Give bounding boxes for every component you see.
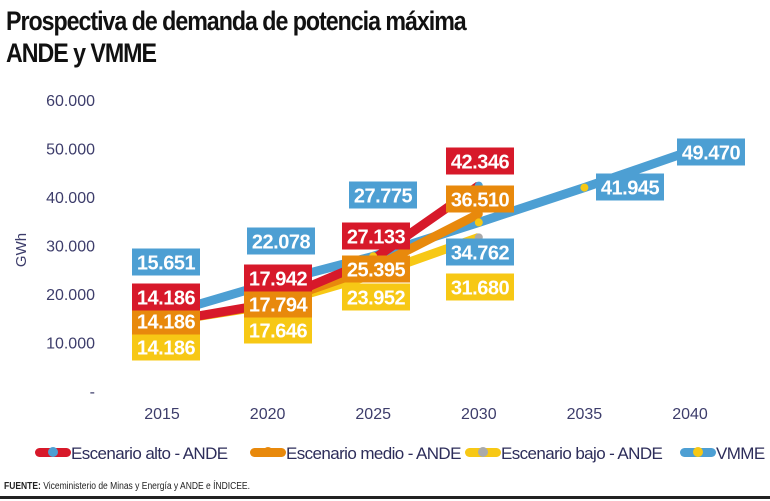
legend-label: Escenario medio - ANDE [286, 444, 461, 463]
data-label-box [446, 185, 514, 213]
legend-label: VMME [716, 444, 765, 463]
data-point-marker [474, 218, 483, 227]
legend-label: Escenario bajo - ANDE [501, 444, 663, 463]
data-label: 14.186 [137, 338, 196, 360]
data-label: 14.186 [137, 288, 196, 310]
data-label: 17.646 [249, 321, 308, 343]
data-label-box [342, 222, 410, 250]
data-label-box [132, 283, 200, 311]
data-label: 27.775 [354, 186, 413, 208]
data-label-box [596, 173, 664, 201]
x-tick-label: 2025 [355, 406, 391, 423]
data-label-box [244, 316, 312, 344]
legend-marker-1 [263, 447, 273, 457]
data-label: 34.762 [451, 243, 510, 265]
data-label: 27.133 [347, 227, 406, 249]
data-label: 41.945 [601, 178, 660, 200]
legend-marker-0 [48, 447, 58, 457]
data-label-box [244, 290, 312, 318]
y-tick-label: 20.000 [46, 287, 95, 304]
source-text: Viceministerio de Minas y Energía y ANDE… [43, 481, 250, 492]
data-label-box [132, 333, 200, 361]
data-label: 36.510 [451, 190, 510, 212]
data-label: 15.651 [137, 253, 196, 275]
data-label: 31.680 [451, 278, 510, 300]
chart-title-line-2: ANDE y VMME [6, 38, 157, 68]
data-label-box [446, 273, 514, 301]
data-label-box [342, 255, 410, 283]
data-label-box [677, 138, 745, 166]
y-tick-label: 50.000 [46, 142, 95, 159]
data-label-box [349, 181, 417, 209]
x-tick-label: 2020 [250, 406, 286, 423]
data-label: 23.952 [347, 288, 406, 310]
y-tick-label: 60.000 [46, 93, 95, 110]
data-label: 42.346 [451, 152, 510, 174]
data-label-box [446, 147, 514, 175]
x-tick-label: 2030 [461, 406, 497, 423]
data-label-box [446, 238, 514, 266]
legend-marker-3 [693, 447, 703, 457]
y-tick-label: 10.000 [46, 336, 95, 353]
y-tick-label: 40.000 [46, 190, 95, 207]
data-label-box [132, 248, 200, 276]
chart-title-line-1: Prospectiva de demanda de potencia máxim… [6, 6, 467, 36]
data-label: 49.470 [682, 143, 741, 165]
legend-label: Escenario alto - ANDE [71, 444, 228, 463]
y-tick-label: - [90, 384, 95, 401]
data-label: 17.794 [249, 295, 309, 317]
data-label: 25.395 [347, 260, 406, 282]
source-label: FUENTE: [4, 481, 41, 492]
data-label-box [244, 264, 312, 292]
data-label: 17.942 [249, 269, 308, 291]
data-label: 22.078 [252, 232, 311, 254]
series-line-0 [161, 181, 482, 327]
y-tick-label: 30.000 [46, 239, 95, 256]
data-label: 14.186 [137, 312, 196, 334]
x-tick-label: 2040 [672, 406, 708, 423]
data-label-box [132, 307, 200, 335]
y-axis-label: GWh [13, 233, 30, 267]
source-note: FUENTE: Viceministerio de Minas y Energí… [4, 481, 250, 492]
legend-marker-2 [478, 447, 488, 457]
data-point-marker [580, 183, 589, 192]
x-tick-label: 2035 [567, 406, 603, 423]
data-label-box [342, 283, 410, 311]
bottom-rule [0, 496, 770, 499]
data-label-box [247, 227, 315, 255]
x-tick-label: 2015 [144, 406, 180, 423]
